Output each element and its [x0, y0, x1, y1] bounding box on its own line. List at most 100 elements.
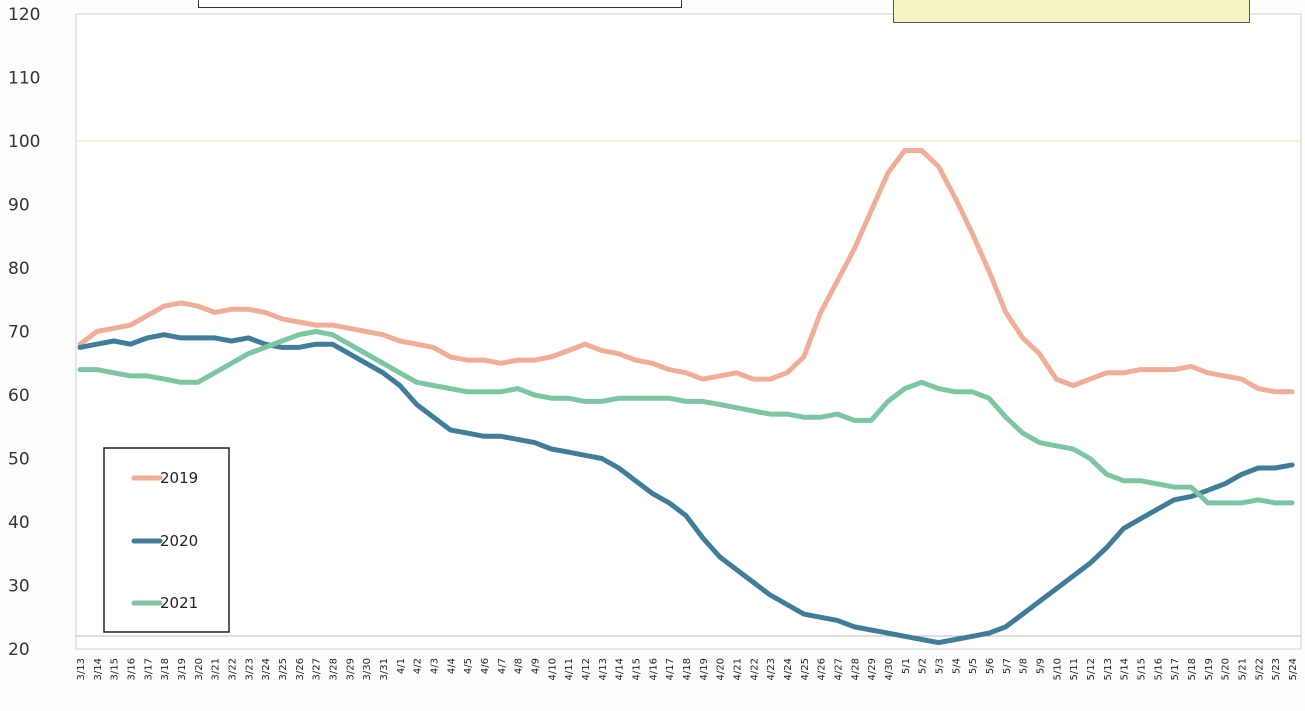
x-tick-label: 5/21: [1238, 658, 1249, 680]
x-tick-label: 5/11: [1069, 658, 1080, 680]
legend-label-2021: 2021: [160, 594, 198, 612]
legend-label-2020: 2020: [160, 532, 198, 550]
x-tick-label: 3/30: [362, 658, 373, 680]
x-tick-label: 4/11: [564, 658, 575, 680]
x-tick-label: 3/18: [160, 658, 171, 680]
x-tick-label: 4/21: [733, 658, 744, 680]
x-tick-label: 4/28: [850, 658, 861, 680]
y-tick-label: 30: [8, 577, 30, 597]
y-tick-label: 70: [8, 323, 30, 343]
x-tick-label: 4/13: [598, 658, 609, 680]
x-axis-ticks: 3/13 3/14 3/15 3/16 3/17 3/18 3/19 3/20 3/21 3/22…: [76, 658, 1299, 680]
y-axis-ticks: 20 30 40 50 60 70 80 90 100 110 120: [8, 5, 40, 660]
y-tick-label: 50: [8, 450, 30, 470]
x-tick-label: 5/8: [1019, 658, 1030, 674]
x-tick-label: 4/5: [463, 658, 474, 674]
top-left-box: [198, 0, 682, 8]
x-tick-label: 4/1: [396, 658, 407, 674]
x-tick-label: 5/14: [1120, 658, 1131, 680]
x-tick-label: 5/5: [968, 658, 979, 674]
x-tick-label: 4/23: [766, 658, 777, 680]
x-tick-label: 4/17: [665, 658, 676, 680]
x-tick-label: 3/15: [110, 658, 121, 680]
x-tick-label: 3/25: [278, 658, 289, 680]
series-line-2021: [77, 329, 1295, 506]
x-tick-label: 5/23: [1271, 658, 1282, 680]
y-tick-label: 90: [8, 196, 30, 216]
x-tick-label: 4/9: [531, 658, 542, 674]
x-tick-label: 5/4: [951, 658, 962, 674]
x-tick-label: 3/14: [93, 658, 104, 680]
x-tick-label: 5/18: [1187, 658, 1198, 680]
x-tick-label: 5/1: [901, 658, 912, 674]
top-right-box: [893, 0, 1250, 23]
y-tick-label: 80: [8, 259, 30, 279]
x-tick-label: 4/18: [682, 658, 693, 680]
series-lines: [77, 148, 1295, 646]
y-tick-label: 110: [8, 69, 40, 89]
x-tick-label: 5/12: [1086, 658, 1097, 680]
x-tick-label: 4/27: [834, 658, 845, 680]
x-tick-label: 3/21: [211, 658, 222, 680]
x-tick-label: 3/19: [177, 658, 188, 680]
series-line-2019: [77, 148, 1295, 395]
y-tick-label: 120: [8, 5, 40, 25]
legend-box: [103, 447, 230, 633]
x-tick-label: 3/24: [261, 658, 272, 680]
x-tick-label: 3/29: [345, 658, 356, 680]
x-tick-label: 4/30: [884, 658, 895, 680]
legend: 2019 2020 2021: [103, 447, 230, 633]
x-tick-label: 4/3: [430, 658, 441, 674]
x-tick-label: 4/4: [446, 658, 457, 674]
x-tick-label: 4/24: [783, 658, 794, 680]
x-tick-label: 5/3: [935, 658, 946, 674]
x-tick-label: 4/16: [648, 658, 659, 680]
x-tick-label: 4/12: [581, 658, 592, 680]
x-tick-label: 4/26: [817, 658, 828, 680]
x-tick-label: 5/2: [918, 658, 929, 674]
x-tick-label: 3/20: [194, 658, 205, 680]
x-tick-label: 4/25: [800, 658, 811, 680]
legend-label-2019: 2019: [160, 469, 198, 487]
x-tick-label: 5/15: [1137, 658, 1148, 680]
x-tick-label: 4/7: [497, 658, 508, 674]
x-tick-label: 5/7: [1002, 658, 1013, 674]
x-tick-label: 4/2: [413, 658, 424, 674]
x-tick-label: 5/10: [1052, 658, 1063, 680]
x-tick-label: 4/14: [615, 658, 626, 680]
series-line-2020: [77, 332, 1295, 646]
x-tick-label: 3/31: [379, 658, 390, 680]
x-tick-label: 5/6: [985, 658, 996, 674]
x-tick-label: 5/17: [1170, 658, 1181, 680]
x-tick-label: 5/19: [1204, 658, 1215, 680]
x-tick-label: 4/19: [699, 658, 710, 680]
x-tick-label: 5/24: [1288, 658, 1299, 680]
y-tick-label: 100: [8, 132, 40, 152]
x-tick-label: 3/28: [329, 658, 340, 680]
x-tick-label: 4/22: [749, 658, 760, 680]
x-tick-label: 3/26: [295, 658, 306, 680]
x-tick-label: 5/20: [1221, 658, 1232, 680]
x-tick-label: 3/13: [76, 658, 87, 680]
x-tick-label: 4/6: [480, 658, 491, 674]
y-tick-label: 40: [8, 513, 30, 533]
x-tick-label: 3/23: [244, 658, 255, 680]
x-tick-label: 5/13: [1103, 658, 1114, 680]
y-tick-label: 60: [8, 386, 30, 406]
x-tick-label: 3/27: [312, 658, 323, 680]
x-tick-label: 5/16: [1153, 658, 1164, 680]
x-tick-label: 3/17: [143, 658, 154, 680]
x-tick-label: 3/16: [127, 658, 138, 680]
x-tick-label: 4/8: [514, 658, 525, 674]
x-tick-label: 4/29: [867, 658, 878, 680]
x-tick-label: 5/22: [1254, 658, 1265, 680]
x-tick-label: 4/10: [547, 658, 558, 680]
plot-frame: [75, 13, 1302, 650]
y-tick-label: 20: [8, 640, 30, 660]
x-tick-label: 4/15: [632, 658, 643, 680]
x-tick-label: 5/9: [1036, 658, 1047, 674]
x-tick-label: 4/20: [716, 658, 727, 680]
x-tick-label: 3/22: [228, 658, 239, 680]
